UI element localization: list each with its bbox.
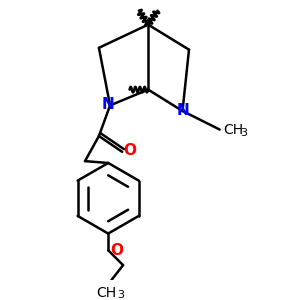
Text: 3: 3: [240, 128, 247, 138]
Text: CH: CH: [224, 122, 244, 136]
Text: CH: CH: [96, 286, 116, 300]
Text: O: O: [123, 143, 136, 158]
Text: N: N: [176, 103, 189, 118]
Text: O: O: [110, 243, 123, 258]
Text: 3: 3: [117, 290, 124, 300]
Text: N: N: [102, 97, 115, 112]
